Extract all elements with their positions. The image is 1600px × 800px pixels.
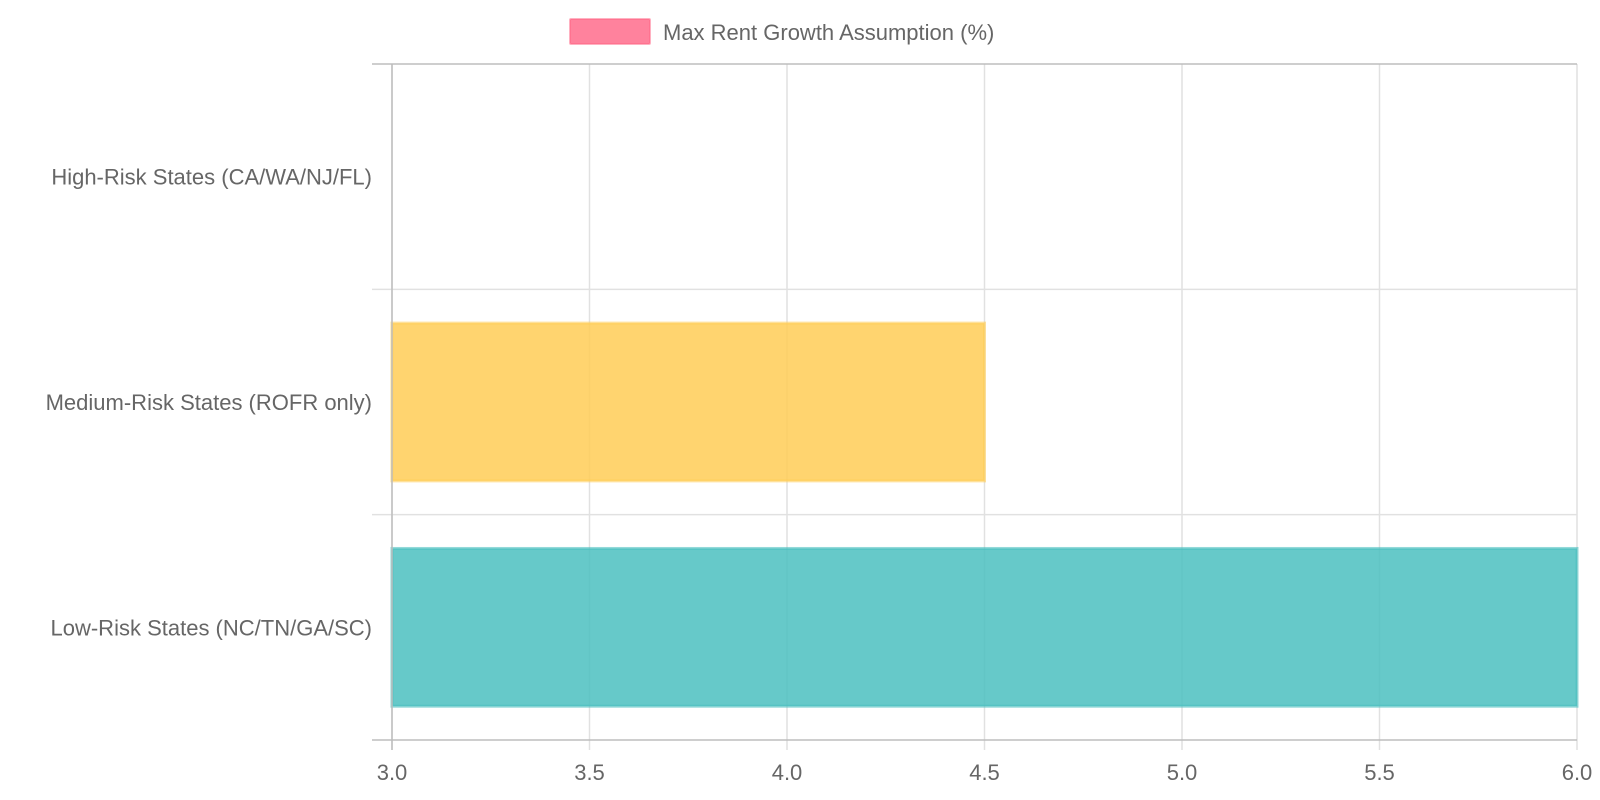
x-tick-label: 3.5 bbox=[574, 760, 605, 785]
x-tick-label: 4.0 bbox=[772, 760, 803, 785]
legend-label: Max Rent Growth Assumption (%) bbox=[663, 20, 994, 45]
grid bbox=[372, 63, 1578, 750]
legend-swatch bbox=[569, 18, 651, 45]
category-label: Medium-Risk States (ROFR only) bbox=[46, 390, 372, 415]
bar[interactable] bbox=[390, 546, 1579, 708]
x-tick-label: 6.0 bbox=[1562, 760, 1593, 785]
x-tick-label: 4.5 bbox=[969, 760, 1000, 785]
x-tick-label: 5.5 bbox=[1364, 760, 1395, 785]
x-tick-label: 5.0 bbox=[1167, 760, 1198, 785]
bars bbox=[390, 321, 1579, 708]
category-label: High-Risk States (CA/WA/NJ/FL) bbox=[51, 165, 372, 190]
legend[interactable]: Max Rent Growth Assumption (%) bbox=[569, 18, 994, 45]
bar[interactable] bbox=[390, 321, 986, 483]
x-tick-label: 3.0 bbox=[377, 760, 408, 785]
labels: 3.0 3.5 4.0 4.5 5.0 5.5 6.0 High-Risk States (C… bbox=[46, 165, 1593, 785]
category-label: Low-Risk States (NC/TN/GA/SC) bbox=[51, 615, 373, 640]
